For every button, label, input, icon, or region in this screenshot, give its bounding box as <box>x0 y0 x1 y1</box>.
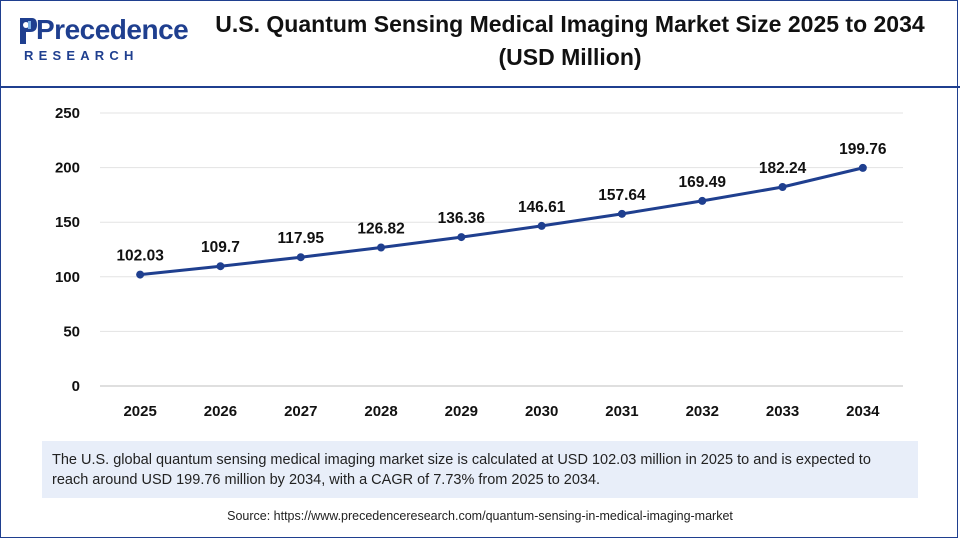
data-label: 126.82 <box>357 221 404 238</box>
header: Precedence RESEARCH U.S. Quantum Sensing… <box>0 0 960 88</box>
series-line <box>139 166 864 277</box>
x-tick-label: 2029 <box>445 403 478 420</box>
data-label: 109.7 <box>201 239 240 256</box>
y-tick-label: 100 <box>55 269 80 286</box>
x-tick-label: 2033 <box>766 403 799 420</box>
y-tick-label: 50 <box>63 323 80 340</box>
data-label: 136.36 <box>438 210 486 227</box>
data-label: 182.24 <box>759 160 807 177</box>
data-point <box>617 209 626 218</box>
x-tick-label: 2025 <box>123 403 156 420</box>
y-tick-label: 150 <box>55 214 80 231</box>
data-label: 169.49 <box>679 174 727 191</box>
chart-title: U.S. Quantum Sensing Medical Imaging Mar… <box>215 11 925 70</box>
y-tick-label: 200 <box>55 160 80 177</box>
x-tick-label: 2030 <box>525 403 558 420</box>
data-point <box>778 182 787 191</box>
data-point <box>457 233 466 242</box>
logo-mark-icon <box>20 18 37 44</box>
data-point <box>858 163 867 172</box>
data-point <box>377 243 386 252</box>
data-point <box>537 221 546 230</box>
x-tick-label: 2034 <box>846 403 880 420</box>
data-label: 199.76 <box>839 141 887 158</box>
x-tick-label: 2028 <box>364 403 397 420</box>
x-tick-label: 2026 <box>204 403 237 420</box>
line-chart: 0 50 100 150 200 250 2025 2026 2027 2028 2029 2030 2… <box>55 105 903 420</box>
logo: Precedence RESEARCH <box>18 14 189 70</box>
data-label: 117.95 <box>277 230 324 247</box>
data-point <box>216 262 225 271</box>
data-label: 157.64 <box>598 187 646 204</box>
logo-subtitle: RESEARCH <box>24 48 139 63</box>
data-label: 102.03 <box>116 248 164 265</box>
x-tick-label: 2027 <box>284 403 317 420</box>
logo-wordmark: Precedence <box>36 14 189 45</box>
x-tick-label: 2031 <box>605 403 638 420</box>
y-tick-label: 250 <box>55 105 80 122</box>
data-point <box>136 270 145 279</box>
data-point <box>698 196 707 205</box>
data-label: 146.61 <box>518 199 566 216</box>
y-tick-label: 0 <box>72 378 80 395</box>
x-tick-label: 2032 <box>686 403 719 420</box>
data-point <box>296 253 305 262</box>
source-citation: Source: https://www.precedenceresearch.c… <box>227 509 733 523</box>
summary-note: The U.S. global quantum sensing medical … <box>42 441 918 498</box>
